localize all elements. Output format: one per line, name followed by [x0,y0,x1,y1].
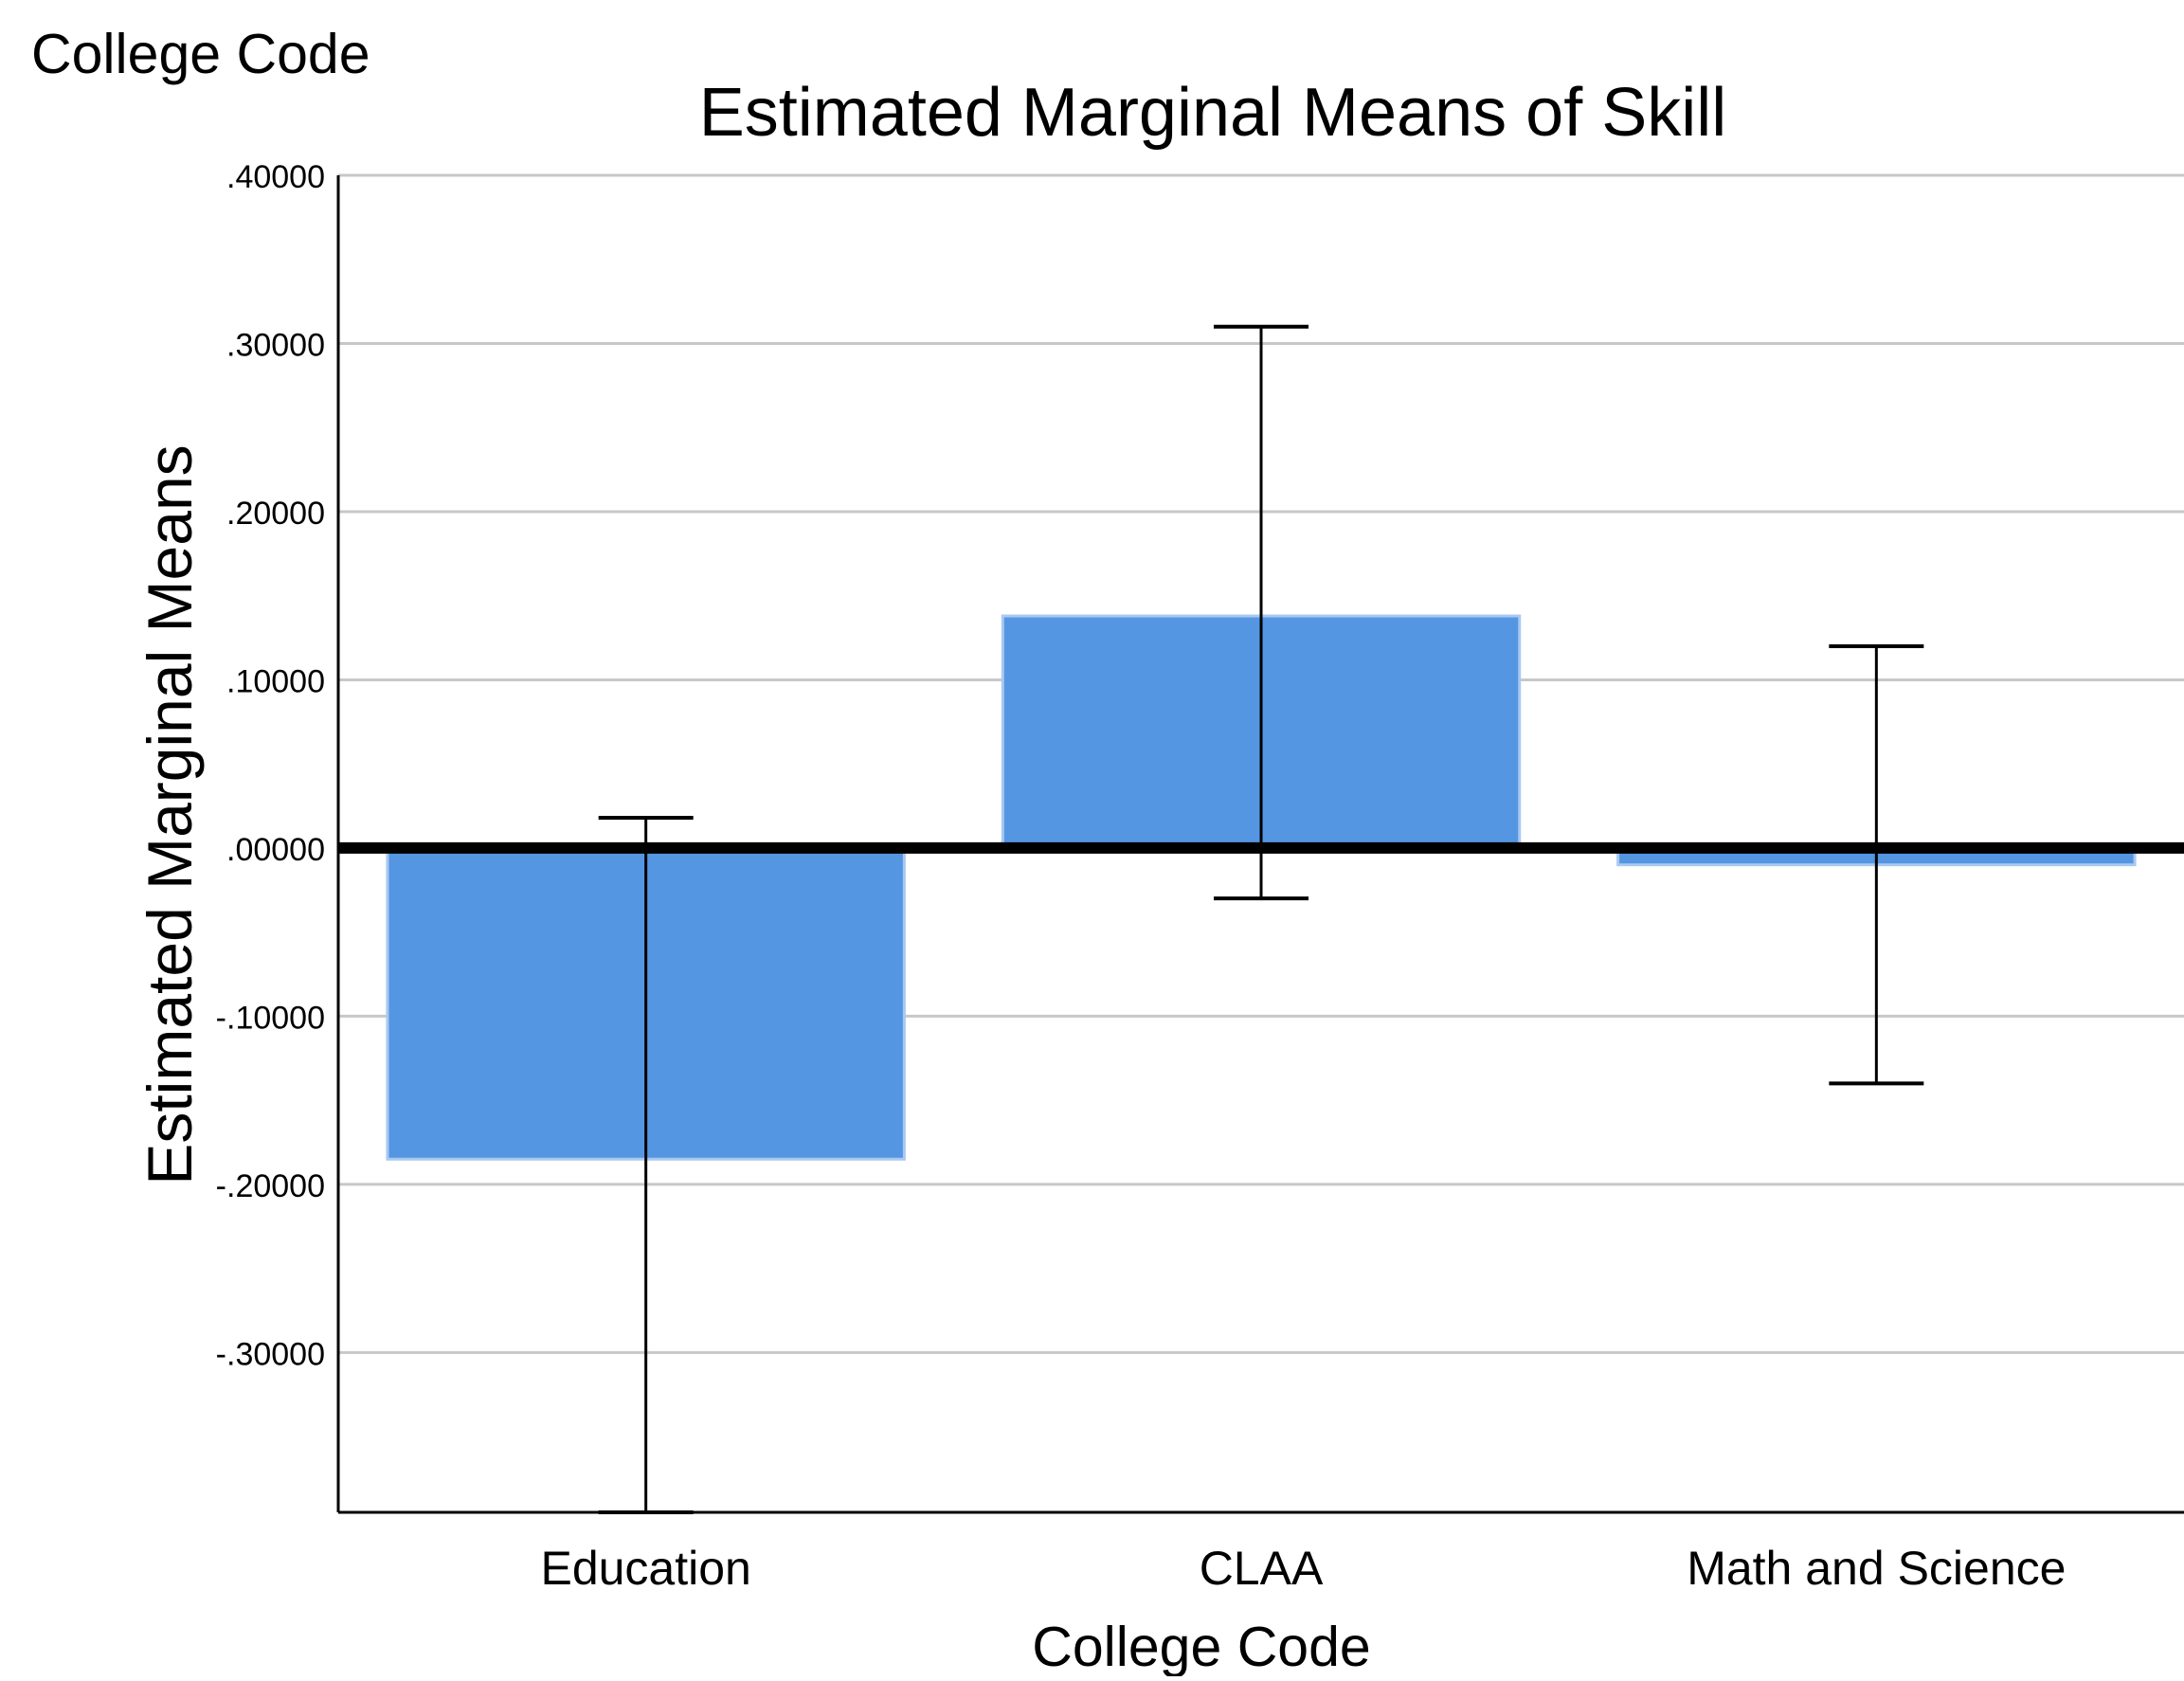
x-tick-label: CLAA [1200,1542,1324,1595]
y-tick-label: .20000 [226,496,325,532]
x-axis-label: College Code [1032,1616,1371,1676]
y-axis-tick-labels: .40000 .30000 .20000 .10000 .00000 -.10000 -.2… [216,159,325,1372]
y-tick-label: .10000 [226,663,325,699]
y-tick-label: .00000 [226,832,325,868]
y-tick-label: -.20000 [216,1168,325,1204]
x-tick-label: Math and Science [1687,1542,2066,1595]
y-axis-label: Estimated Marginal Means [135,444,205,1184]
error-bar [1829,643,1924,1086]
error-bar [1214,324,1309,901]
x-tick-label: Education [540,1542,750,1595]
y-tick-label: .30000 [226,327,325,363]
chart-title: Estimated Marginal Means of Skill [699,75,1726,151]
y-tick-label: -.10000 [216,1000,325,1036]
x-axis-tick-labels: Education CLAA Math and Science [540,1542,2066,1595]
page-header: College Code [31,23,370,85]
y-tick-label: .40000 [226,159,325,195]
y-tick-label: -.30000 [216,1336,325,1372]
error-bar [598,815,694,1514]
error-bars [598,324,1924,1514]
